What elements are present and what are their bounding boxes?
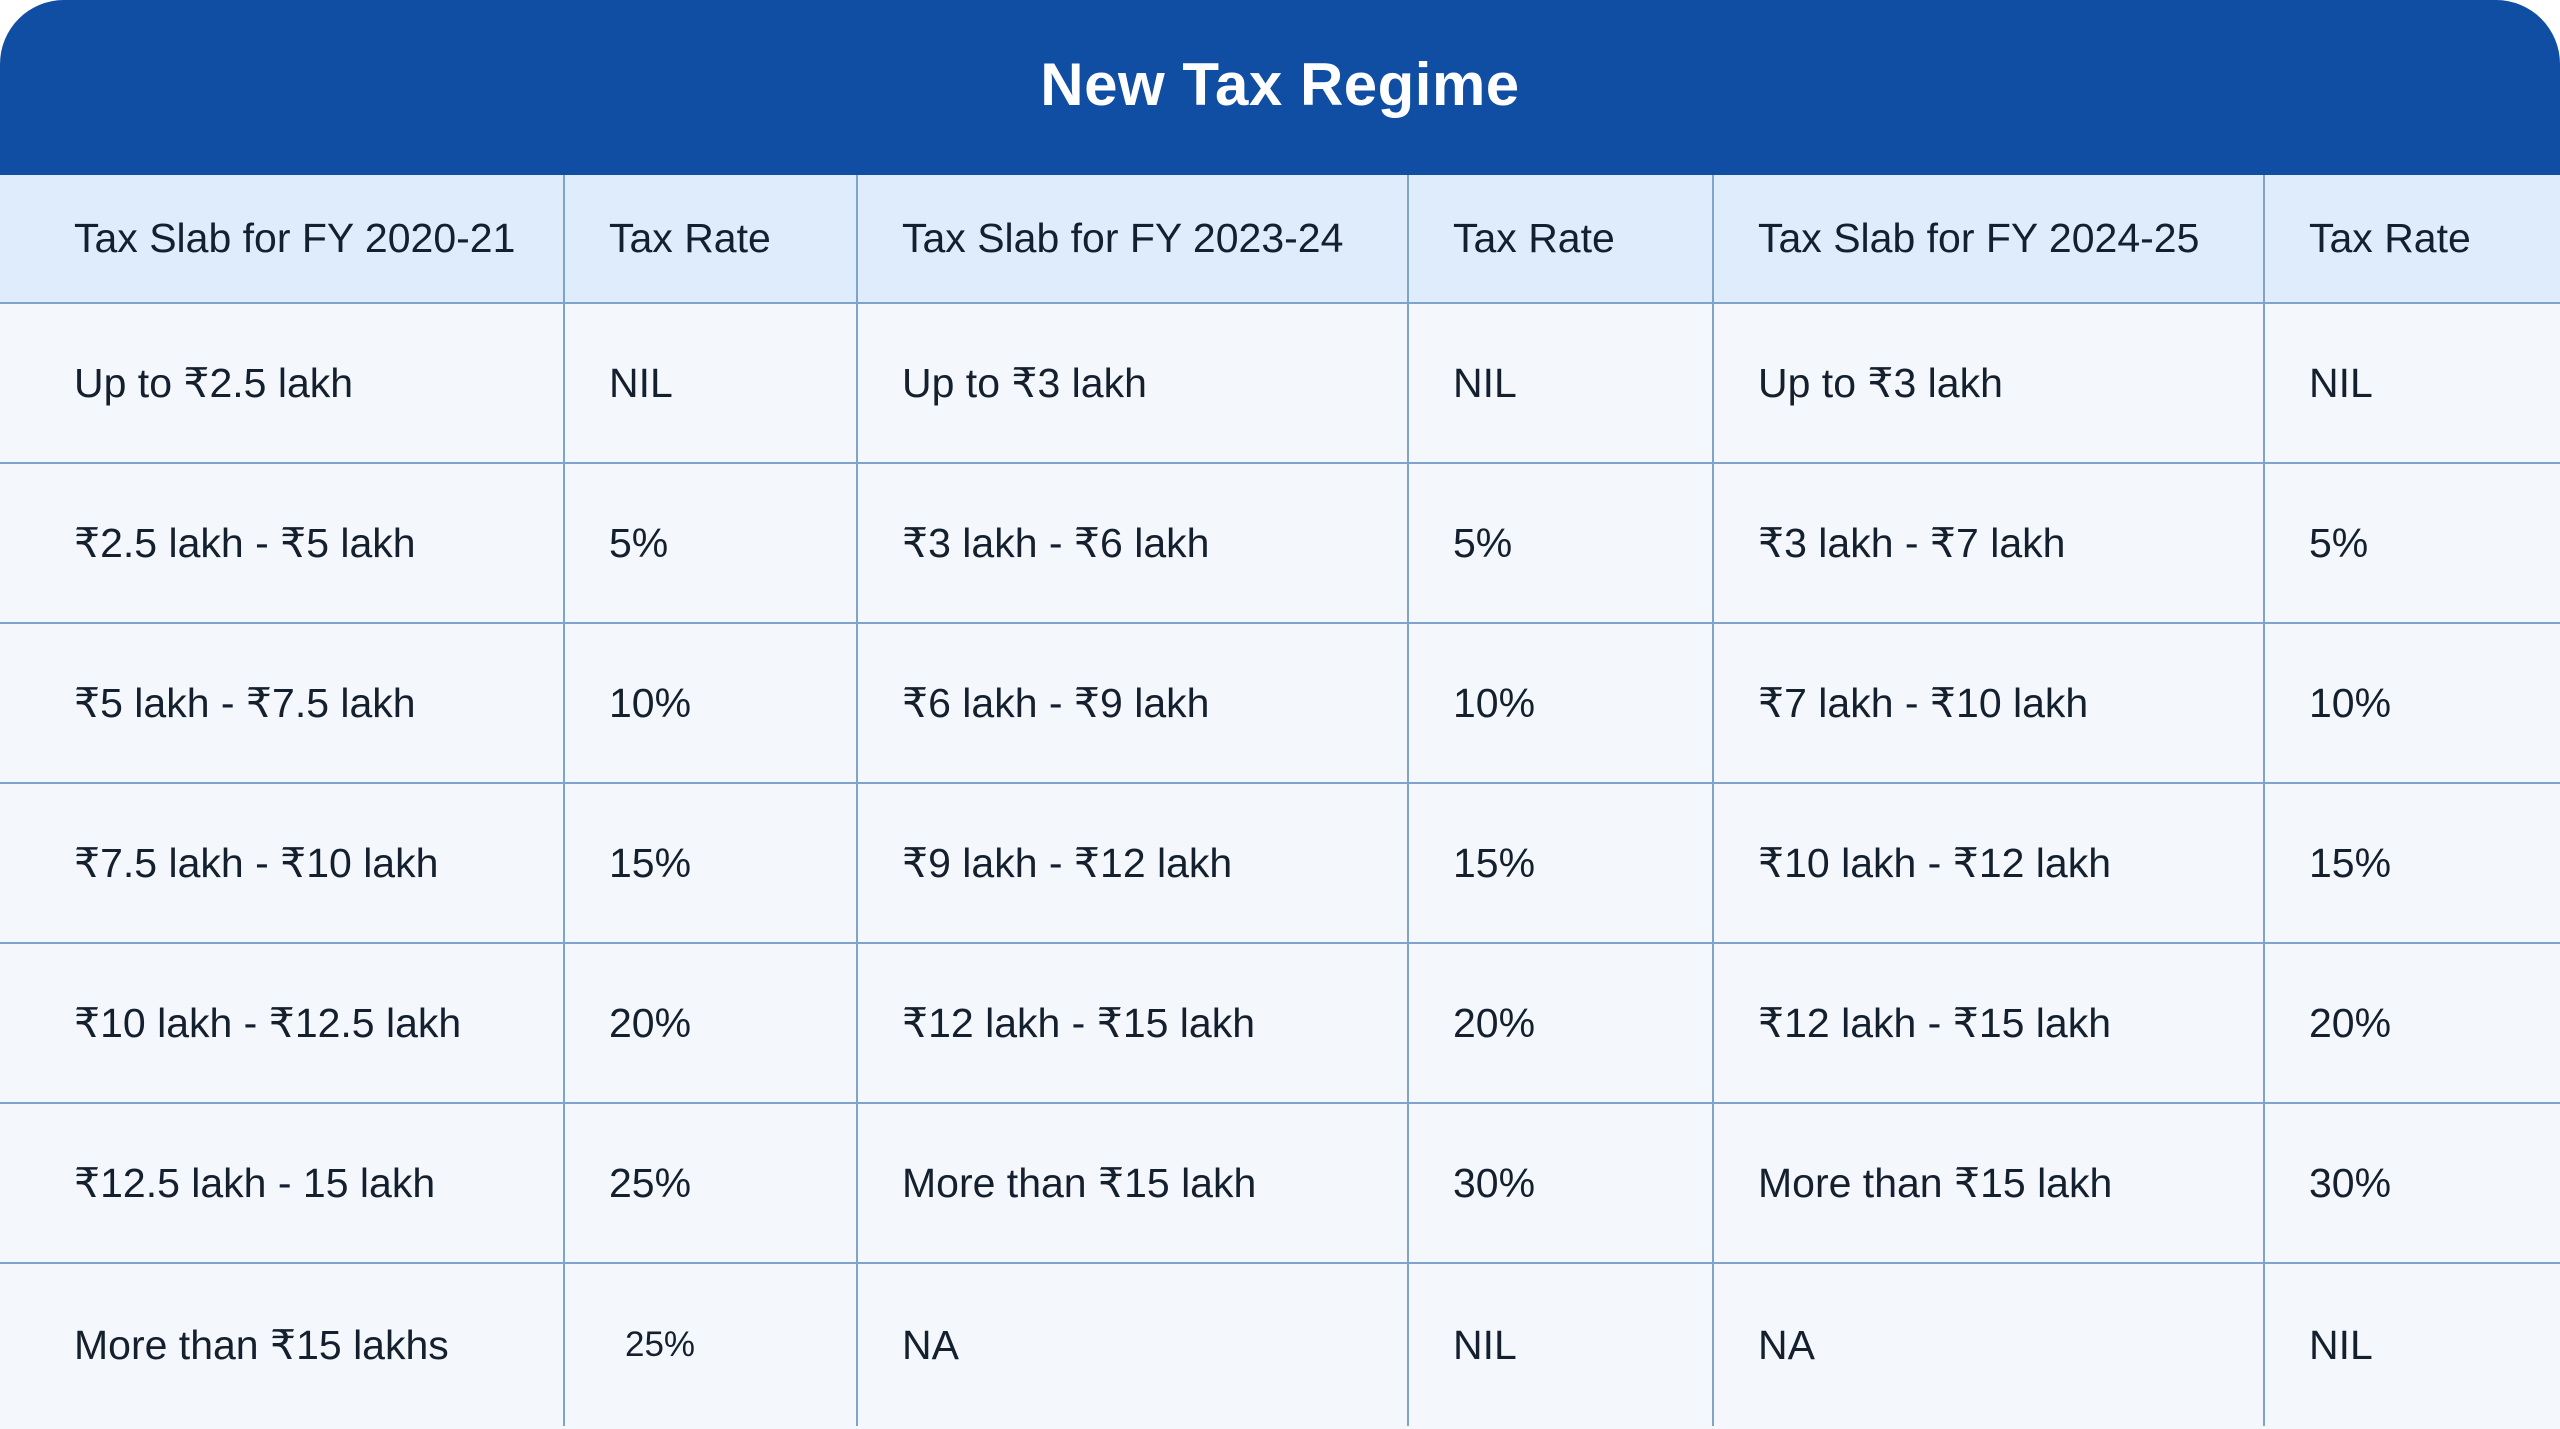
table-cell: ₹5 lakh - ₹7.5 lakh <box>0 623 565 784</box>
table-cell: 10% <box>1407 623 1714 784</box>
table-cell: ₹6 lakh - ₹9 lakh <box>856 623 1409 784</box>
table-row: More than ₹15 lakhs 25% NA NIL NA NIL <box>0 1263 2560 1426</box>
table-cell: ₹10 lakh - ₹12 lakh <box>1712 783 2265 944</box>
table-cell: More than ₹15 lakhs <box>0 1263 565 1426</box>
table-row: ₹5 lakh - ₹7.5 lakh 10% ₹6 lakh - ₹9 lak… <box>0 623 2560 784</box>
table-cell: 25% <box>563 1263 858 1426</box>
table-cell: Up to ₹3 lakh <box>856 303 1409 464</box>
table-row: Up to ₹2.5 lakh NIL Up to ₹3 lakh NIL Up… <box>0 303 2560 464</box>
table-row: ₹7.5 lakh - ₹10 lakh 15% ₹9 lakh - ₹12 l… <box>0 783 2560 944</box>
header-rate-2023-24: Tax Rate <box>1407 175 1714 304</box>
table-header-row: Tax Slab for FY 2020-21 Tax Rate Tax Sla… <box>0 175 2560 304</box>
table-cell: NA <box>1712 1263 2265 1426</box>
table-cell: 30% <box>1407 1103 1714 1264</box>
page-title: New Tax Regime <box>1040 51 1520 118</box>
table-cell: 20% <box>563 943 858 1104</box>
table-row: ₹2.5 lakh - ₹5 lakh 5% ₹3 lakh - ₹6 lakh… <box>0 463 2560 624</box>
table-cell: More than ₹15 lakh <box>1712 1103 2265 1264</box>
table-row: ₹10 lakh - ₹12.5 lakh 20% ₹12 lakh - ₹15… <box>0 943 2560 1104</box>
header-slab-2023-24: Tax Slab for FY 2023-24 <box>856 175 1409 304</box>
table-cell: 10% <box>2263 623 2560 784</box>
table-cell: NIL <box>563 303 858 464</box>
table-cell: NIL <box>1407 1263 1714 1426</box>
table-cell: ₹3 lakh - ₹7 lakh <box>1712 463 2265 624</box>
table-cell: 25% <box>563 1103 858 1264</box>
table-cell: ₹12 lakh - ₹15 lakh <box>856 943 1409 1104</box>
table-cell: 20% <box>2263 943 2560 1104</box>
table-cell: ₹12 lakh - ₹15 lakh <box>1712 943 2265 1104</box>
table-cell: ₹12.5 lakh - 15 lakh <box>0 1103 565 1264</box>
table-cell: More than ₹15 lakh <box>856 1103 1409 1264</box>
table-cell: 5% <box>2263 463 2560 624</box>
table-cell: ₹9 lakh - ₹12 lakh <box>856 783 1409 944</box>
tax-slab-table: Tax Slab for FY 2020-21 Tax Rate Tax Sla… <box>0 175 2560 1426</box>
table-cell: 20% <box>1407 943 1714 1104</box>
header-rate-2020-21: Tax Rate <box>563 175 858 304</box>
table-cell: NA <box>856 1263 1409 1426</box>
table-cell: 15% <box>1407 783 1714 944</box>
table-cell: NIL <box>2263 1263 2560 1426</box>
table-cell: 15% <box>2263 783 2560 944</box>
table-cell: ₹10 lakh - ₹12.5 lakh <box>0 943 565 1104</box>
header-rate-2024-25: Tax Rate <box>2263 175 2560 304</box>
table-cell: ₹3 lakh - ₹6 lakh <box>856 463 1409 624</box>
table-cell: NIL <box>2263 303 2560 464</box>
table-cell: 5% <box>1407 463 1714 624</box>
table-cell: ₹7.5 lakh - ₹10 lakh <box>0 783 565 944</box>
table-cell: 5% <box>563 463 858 624</box>
table-cell: ₹2.5 lakh - ₹5 lakh <box>0 463 565 624</box>
table-cell: NIL <box>1407 303 1714 464</box>
title-bar: New Tax Regime <box>0 0 2560 175</box>
table-cell: Up to ₹3 lakh <box>1712 303 2265 464</box>
header-slab-2024-25: Tax Slab for FY 2024-25 <box>1712 175 2265 304</box>
table-cell: 15% <box>563 783 858 944</box>
header-slab-2020-21: Tax Slab for FY 2020-21 <box>0 175 565 304</box>
table-row: ₹12.5 lakh - 15 lakh 25% More than ₹15 l… <box>0 1103 2560 1264</box>
table-cell: Up to ₹2.5 lakh <box>0 303 565 464</box>
table-cell: ₹7 lakh - ₹10 lakh <box>1712 623 2265 784</box>
table-cell: 30% <box>2263 1103 2560 1264</box>
table-cell: 10% <box>563 623 858 784</box>
